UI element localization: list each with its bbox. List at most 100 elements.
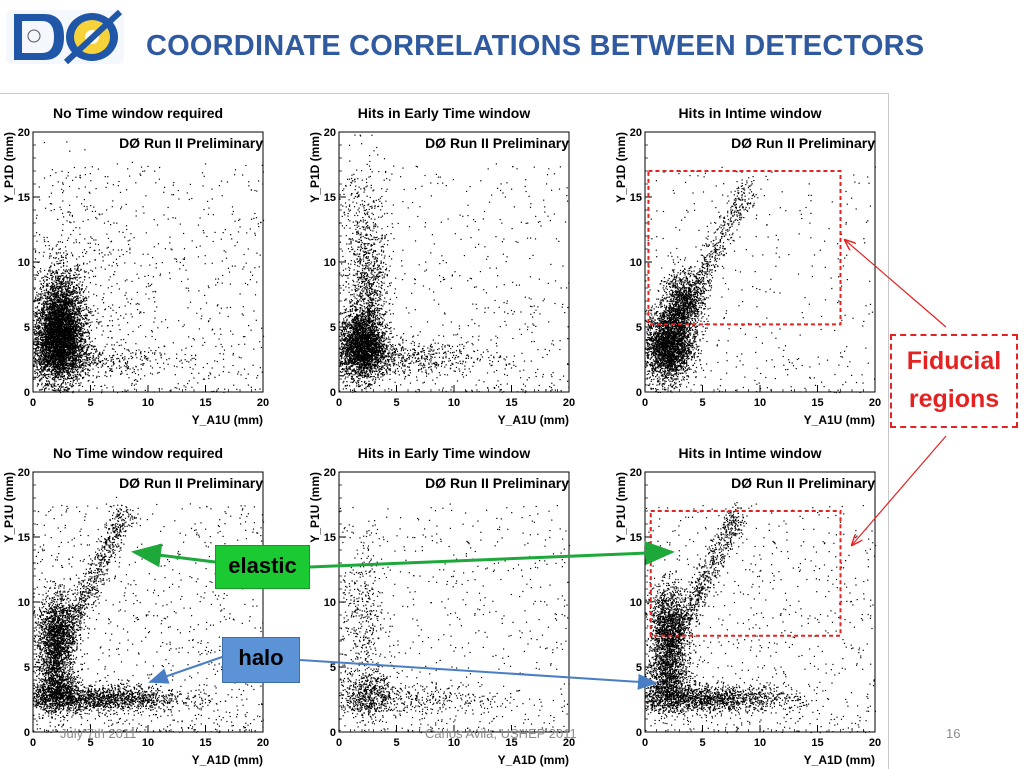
- data-point: [52, 363, 54, 365]
- data-point: [77, 332, 79, 334]
- data-point: [58, 351, 60, 353]
- data-point: [73, 344, 75, 346]
- data-point: [50, 347, 52, 349]
- data-point: [42, 347, 44, 349]
- data-point: [66, 351, 68, 354]
- data-point: [71, 351, 73, 353]
- data-point: [44, 385, 46, 387]
- data-point: [59, 296, 61, 298]
- data-point: [37, 335, 39, 337]
- data-point: [59, 295, 61, 297]
- data-point: [40, 342, 42, 344]
- data-point: [33, 265, 35, 268]
- data-point: [65, 383, 67, 385]
- data-point: [86, 299, 88, 301]
- data-point: [63, 285, 65, 287]
- data-point: [44, 305, 46, 307]
- data-point: [76, 316, 78, 318]
- data-point: [50, 328, 52, 330]
- data-point: [50, 342, 52, 344]
- data-point: [45, 345, 47, 348]
- data-point: [78, 312, 80, 314]
- data-point: [38, 361, 40, 363]
- data-point: [39, 380, 41, 382]
- data-point: [72, 339, 74, 341]
- data-point: [86, 360, 89, 362]
- data-point: [45, 335, 47, 338]
- data-point: [53, 271, 55, 273]
- data-point: [74, 320, 76, 322]
- data-point: [39, 312, 41, 314]
- data-point: [50, 323, 52, 325]
- data-point: [76, 334, 78, 336]
- data-point: [93, 346, 95, 348]
- data-point: [39, 288, 41, 290]
- data-point: [33, 332, 35, 334]
- data-point: [49, 338, 51, 340]
- data-point: [57, 288, 59, 291]
- data-point: [44, 363, 46, 365]
- data-point: [87, 330, 90, 332]
- data-point: [86, 286, 88, 288]
- data-point: [53, 311, 55, 313]
- data-point: [47, 359, 49, 361]
- data-point: [67, 377, 69, 379]
- data-point: [76, 343, 78, 345]
- data-point: [88, 354, 91, 356]
- data-point: [73, 350, 76, 352]
- data-point: [44, 368, 46, 370]
- data-point: [83, 343, 85, 345]
- data-point: [68, 339, 70, 341]
- data-point: [76, 295, 78, 297]
- data-point: [49, 322, 51, 324]
- data-point: [48, 305, 51, 307]
- data-point: [48, 333, 50, 335]
- data-point: [44, 269, 46, 271]
- data-point: [70, 350, 72, 353]
- data-point: [79, 281, 81, 283]
- data-point: [70, 340, 72, 342]
- data-point: [55, 367, 57, 369]
- data-point: [65, 254, 67, 257]
- data-point: [44, 365, 46, 368]
- data-point: [44, 309, 46, 311]
- data-point: [36, 385, 38, 387]
- data-point: [78, 340, 80, 342]
- data-point: [78, 318, 80, 320]
- data-point: [53, 347, 55, 349]
- data-point: [33, 329, 35, 331]
- data-point: [62, 280, 65, 282]
- data-point: [44, 332, 46, 334]
- data-point: [55, 347, 57, 349]
- data-point: [37, 345, 40, 348]
- data-point: [69, 290, 71, 292]
- data-point: [49, 360, 51, 362]
- data-point: [66, 349, 68, 351]
- data-point: [46, 346, 48, 348]
- data-point: [65, 366, 67, 368]
- data-point: [37, 337, 39, 339]
- data-point: [84, 308, 86, 311]
- data-point: [83, 345, 85, 347]
- data-point: [42, 307, 44, 309]
- data-point: [63, 378, 65, 380]
- data-point: [73, 340, 75, 343]
- data-point: [69, 354, 71, 356]
- data-point: [49, 365, 51, 368]
- data-point: [72, 379, 74, 381]
- data-point: [50, 315, 53, 317]
- data-point: [60, 340, 62, 342]
- data-point: [37, 383, 39, 385]
- data-point: [48, 367, 50, 369]
- data-point: [84, 341, 86, 343]
- data-point: [90, 352, 93, 354]
- data-point: [65, 345, 67, 347]
- data-point: [74, 328, 76, 330]
- data-point: [34, 333, 36, 335]
- data-point: [50, 347, 52, 349]
- data-point: [41, 345, 43, 347]
- data-point: [38, 356, 40, 358]
- data-point: [45, 345, 47, 347]
- data-point: [79, 373, 81, 375]
- data-point: [72, 392, 74, 394]
